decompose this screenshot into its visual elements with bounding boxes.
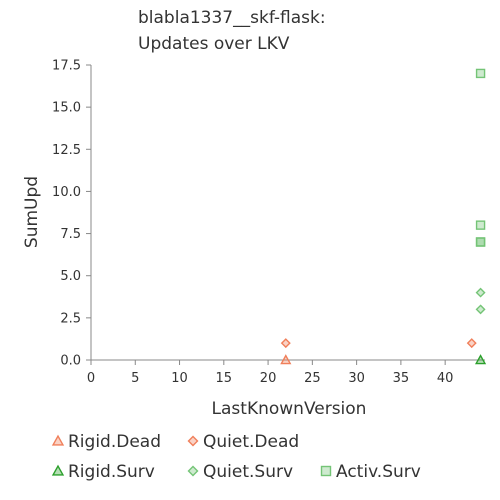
legend-marker [187,465,199,477]
y-tick-label: 17.5 [52,59,81,74]
data-point [474,354,487,365]
x-tick-label: 0 [87,371,95,386]
x-tick-label: 10 [171,371,188,386]
data-point [475,287,486,298]
ticks: 0 5 10 15 20 25 30 35 40 0.0 2.5 5.0 7.5 10.0 12.5 15.0… [52,59,453,387]
legend-item: Quiet.Surv [187,462,293,482]
y-axis-title: SumUpd [22,176,42,248]
x-tick-label: 15 [216,371,233,386]
legend-label: Quiet.Dead [203,432,299,452]
legend-marker [320,465,332,477]
legend-label: Activ.Surv [336,462,421,482]
data-point [280,354,292,365]
legend-marker [187,435,199,447]
legend-item: Rigid.Surv [51,462,155,482]
x-axis-title: LastKnownVersion [212,399,367,419]
data-point [475,220,486,230]
x-tick-label: 40 [437,371,454,386]
legend-label: Rigid.Dead [68,432,161,452]
y-tick-label: 5.0 [60,269,81,284]
y-tick-label: 0.0 [60,354,81,369]
legend-item: Rigid.Dead [51,432,161,452]
y-tick-label: 7.5 [60,227,81,242]
x-tick-label: 5 [131,371,139,386]
data-points [280,68,487,365]
chart-title-line-2: Updates over LKV [138,34,290,54]
legend-marker [51,434,65,446]
legend-item: Activ.Surv [320,462,421,482]
data-point [475,304,486,315]
y-tick-label: 15.0 [52,101,81,116]
data-point [475,68,486,79]
legend-item: Quiet.Dead [187,432,299,452]
data-point [280,338,291,349]
x-tick-label: 25 [304,371,321,386]
x-tick-label: 35 [393,371,410,386]
legend-label: Quiet.Surv [203,462,293,482]
chart-title-line-1: blabla1337__skf-flask: [138,8,326,28]
data-point [466,338,477,349]
data-point [475,237,486,247]
axes [90,65,485,361]
legend-marker [51,464,65,476]
x-tick-label: 20 [260,371,277,386]
x-tick-label: 30 [348,371,365,386]
y-tick-label: 10.0 [52,185,81,200]
y-tick-label: 2.5 [60,311,81,326]
legend: Rigid.Dead Quiet.Dead Rigid.Surv Quiet.Surv… [51,432,421,482]
y-tick-label: 12.5 [52,143,81,158]
legend-label: Rigid.Surv [68,462,155,482]
chart-title: blabla1337__skf-flask: Updates over LKV [138,8,326,54]
